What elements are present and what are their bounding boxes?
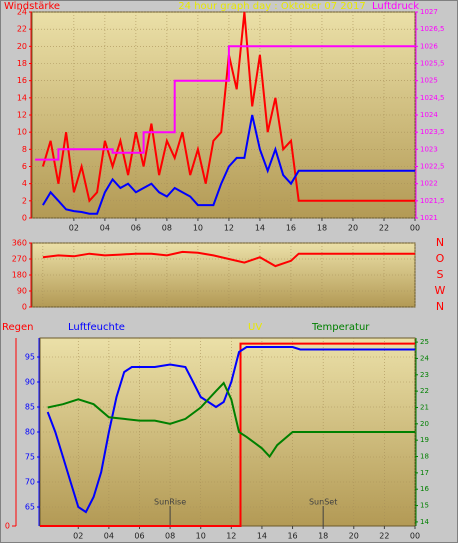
y-tick-label: 70 xyxy=(25,478,35,487)
sun-label: SunSet xyxy=(309,498,337,507)
wind-label: Windstärke xyxy=(4,1,60,12)
x-tick-label: 04 xyxy=(104,532,114,541)
y-tick-label: 80 xyxy=(25,428,35,437)
y2-tick-label: 1022,5 xyxy=(420,163,445,171)
y2-tick-label: 1021 xyxy=(420,214,438,222)
y2-tick-label: 1022 xyxy=(420,180,438,188)
y3-tick-label: 0 xyxy=(5,522,10,531)
series-line xyxy=(41,11,415,203)
series-line xyxy=(42,114,415,215)
direction-label: W xyxy=(435,284,446,297)
x-tick-label: 04 xyxy=(100,224,110,233)
y-tick-label: 360 xyxy=(12,239,27,248)
y-tick-label: 90 xyxy=(17,287,27,296)
y2-tick-label: 19 xyxy=(420,436,429,444)
x-tick-label: 06 xyxy=(134,532,144,541)
humidity-label: Luftfeuchte xyxy=(68,322,125,333)
x-tick-label: 10 xyxy=(193,224,203,233)
x-tick-label: 18 xyxy=(317,224,327,233)
y2-tick-label: 18 xyxy=(420,453,429,461)
y-tick-label: 6 xyxy=(22,162,27,171)
y2-tick-label: 20 xyxy=(420,420,429,428)
y-tick-label: 95 xyxy=(25,353,35,362)
y-tick-label: 65 xyxy=(25,503,35,512)
y-tick-label: 18 xyxy=(17,59,27,68)
y2-tick-label: 24 xyxy=(420,354,429,362)
x-tick-label: 12 xyxy=(224,224,234,233)
x-tick-label: 10 xyxy=(196,532,206,541)
temperature-label: Temperatur xyxy=(311,322,370,333)
y-tick-label: 90 xyxy=(25,378,35,387)
series-line xyxy=(40,342,415,527)
y-tick-label: 2 xyxy=(22,196,27,205)
y-tick-label: 16 xyxy=(17,76,27,85)
x-tick-label: 00 xyxy=(410,224,420,233)
x-tick-label: 22 xyxy=(379,224,389,233)
y-tick-label: 20 xyxy=(17,42,27,51)
y-tick-label: 14 xyxy=(17,93,27,102)
y2-tick-label: 25 xyxy=(420,338,429,346)
x-tick-label: 22 xyxy=(379,532,389,541)
y2-tick-label: 14 xyxy=(420,518,429,526)
y-tick-label: 180 xyxy=(12,271,27,280)
series-line xyxy=(46,346,415,514)
direction-label: S xyxy=(437,268,444,281)
x-tick-label: 02 xyxy=(73,532,83,541)
y2-tick-label: 1024 xyxy=(420,111,438,119)
x-tick-label: 16 xyxy=(287,532,297,541)
direction-label: N xyxy=(436,236,444,249)
x-tick-label: 20 xyxy=(349,532,359,541)
y-tick-label: 75 xyxy=(25,453,35,462)
y2-tick-label: 16 xyxy=(420,485,429,493)
sun-label: SunRise xyxy=(154,498,186,507)
y2-tick-label: 22 xyxy=(420,387,429,395)
y2-tick-label: 1023 xyxy=(420,145,438,153)
direction-label: O xyxy=(436,252,445,265)
x-tick-label: 14 xyxy=(257,532,267,541)
direction-label: N xyxy=(436,300,444,313)
y-tick-label: 85 xyxy=(25,403,35,412)
y2-tick-label: 1021,5 xyxy=(420,197,445,205)
y-tick-label: 22 xyxy=(17,25,27,34)
y-tick-label: 24 xyxy=(17,8,27,17)
y2-tick-label: 17 xyxy=(420,469,429,477)
x-tick-label: 18 xyxy=(318,532,328,541)
x-tick-label: 00 xyxy=(410,532,420,541)
x-tick-label: 02 xyxy=(69,224,79,233)
x-tick-label: 20 xyxy=(348,224,358,233)
y2-tick-label: 1026 xyxy=(420,42,438,50)
y-tick-label: 4 xyxy=(22,179,27,188)
y-tick-label: 0 xyxy=(22,303,27,312)
series-line xyxy=(42,250,415,268)
y-tick-label: 8 xyxy=(22,145,27,154)
y2-tick-label: 1025,5 xyxy=(420,60,445,68)
y-tick-label: 10 xyxy=(17,128,27,137)
y2-tick-label: 1027 xyxy=(420,8,438,16)
x-tick-label: 14 xyxy=(255,224,265,233)
y2-tick-label: 1024,5 xyxy=(420,94,445,102)
x-tick-label: 06 xyxy=(131,224,141,233)
x-tick-label: 08 xyxy=(165,532,175,541)
y2-tick-label: 1025 xyxy=(420,77,438,85)
y-tick-label: 0 xyxy=(22,214,27,223)
y-tick-label: 270 xyxy=(12,255,27,264)
chart-title: 24 hour graph day : Oktober 07 2017 xyxy=(178,1,365,12)
y-tick-label: 12 xyxy=(17,111,27,120)
y2-tick-label: 23 xyxy=(420,371,429,379)
x-tick-label: 12 xyxy=(226,532,236,541)
series-line xyxy=(35,45,415,161)
y2-tick-label: 21 xyxy=(420,403,429,411)
y2-tick-label: 1023,5 xyxy=(420,128,445,136)
series-line xyxy=(47,381,415,459)
x-tick-label: 16 xyxy=(286,224,296,233)
rain-label: Regen xyxy=(2,322,34,333)
y2-tick-label: 1026,5 xyxy=(420,25,445,33)
y2-tick-label: 15 xyxy=(420,502,429,510)
uv-label: UV xyxy=(248,322,262,333)
pressure-label: Luftdruck xyxy=(372,1,419,12)
x-tick-label: 08 xyxy=(162,224,172,233)
